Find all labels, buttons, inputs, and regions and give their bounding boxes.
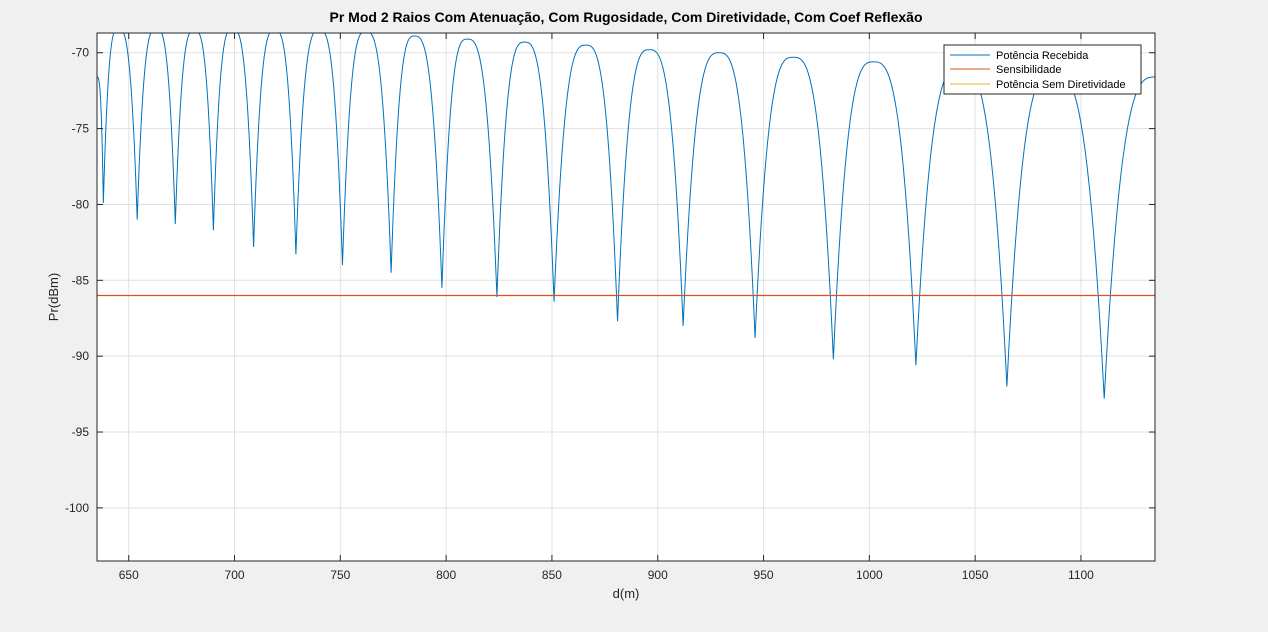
x-tick-label: 850 [542, 568, 562, 582]
grid-lines [97, 33, 1155, 561]
x-tick-labels: 650 700 750 800 850 900 950 1000 1050 1100 [119, 568, 1094, 582]
x-axis-label: d(m) [613, 586, 640, 601]
y-tick-label: -85 [72, 273, 90, 287]
legend-label-potencia-recebida: Potência Recebida [996, 50, 1089, 62]
x-tick-label: 750 [330, 568, 350, 582]
y-tick-label: -80 [72, 197, 90, 211]
y-tick-label: -70 [72, 46, 90, 60]
x-tick-label: 1000 [856, 568, 883, 582]
series-potencia-recebida [97, 33, 1155, 399]
x-tick-label: 1100 [1068, 568, 1094, 582]
x-tick-label: 700 [225, 568, 245, 582]
chart-title: Pr Mod 2 Raios Com Atenuação, Com Rugosi… [329, 9, 922, 25]
y-axis-label: Pr(dBm) [46, 273, 61, 321]
y-tick-labels: -70 -75 -80 -85 -90 -95 -100 [65, 46, 89, 515]
axis-ticks [97, 33, 1155, 561]
legend-label-potencia-sem-diretividade: Potência Sem Diretividade [996, 79, 1126, 91]
y-tick-label: -100 [65, 501, 89, 515]
y-tick-label: -95 [72, 425, 90, 439]
axes-background [97, 33, 1155, 561]
legend[interactable]: Potência Recebida Sensibilidade Potência… [943, 44, 1142, 95]
y-tick-label: -90 [72, 349, 90, 363]
y-tick-label: -75 [72, 122, 90, 136]
x-tick-label: 650 [119, 568, 139, 582]
x-tick-label: 950 [754, 568, 774, 582]
x-tick-label: 1050 [962, 568, 989, 582]
axes-box [96, 32, 1156, 562]
x-tick-label: 800 [436, 568, 456, 582]
legend-label-sensibilidade: Sensibilidade [996, 64, 1061, 76]
plot-area [97, 33, 1155, 399]
x-tick-label: 900 [648, 568, 668, 582]
